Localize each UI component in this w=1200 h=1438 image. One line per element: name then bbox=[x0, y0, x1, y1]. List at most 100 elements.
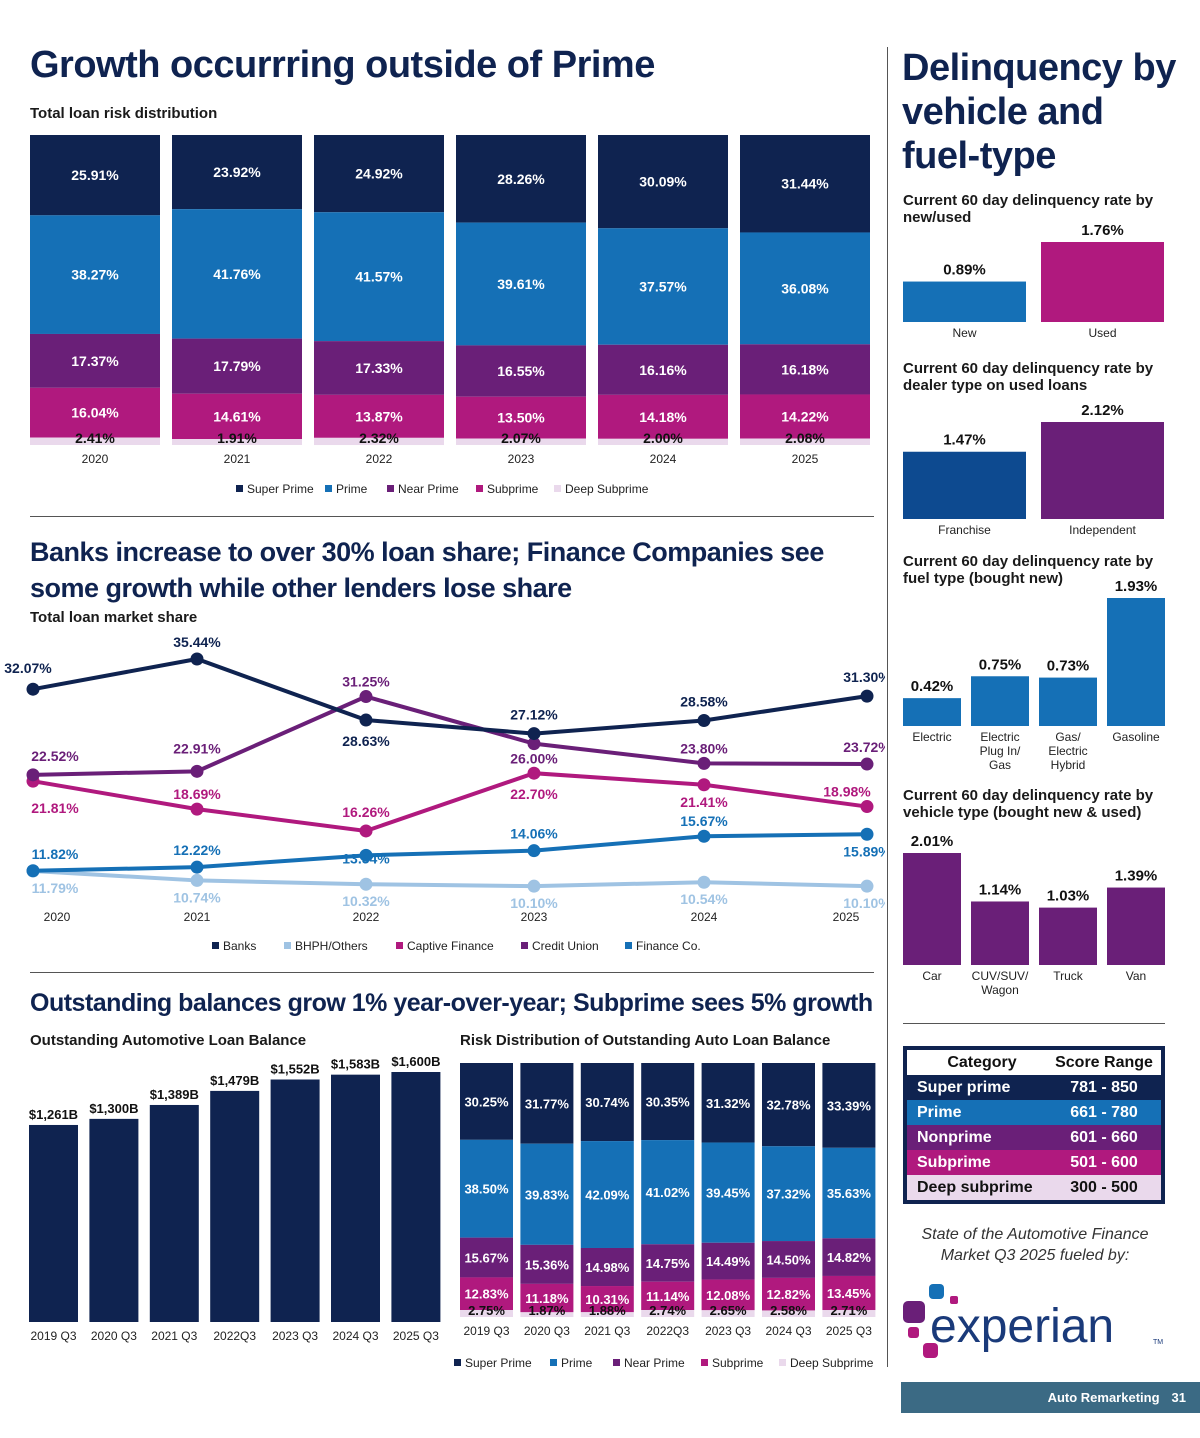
tagline-line1: State of the Automotive Finance bbox=[921, 1226, 1149, 1243]
bar-segment-near-prime bbox=[740, 344, 870, 395]
data-label: $1,479B bbox=[210, 1073, 259, 1088]
bar-segment-subprime bbox=[740, 394, 870, 439]
data-label: 23.72% bbox=[843, 739, 885, 755]
tagline-line2: Market Q3 2025 fueled by: bbox=[940, 1247, 1130, 1264]
table-row: Subprime 501 - 600 bbox=[907, 1150, 1161, 1175]
x-tick-label: 2021 Q3 bbox=[584, 1324, 630, 1338]
line-bhph-others bbox=[32, 869, 868, 889]
x-tick-label: 2022Q3 bbox=[646, 1324, 689, 1338]
bar-segment-super-prime bbox=[580, 1063, 634, 1142]
data-label: 12.83% bbox=[464, 1287, 509, 1302]
data-label: $1,600B bbox=[391, 1054, 440, 1069]
data-label: 17.79% bbox=[213, 358, 261, 374]
data-label: 10.74% bbox=[173, 889, 221, 905]
x-tick-label: Electric bbox=[1048, 744, 1087, 758]
logo-dot bbox=[903, 1301, 925, 1323]
data-label: 2.32% bbox=[359, 430, 399, 446]
c2-title-line2: dealer type on used loans bbox=[903, 377, 1088, 394]
outstanding-balance-chart: $1,261B 2019 Q3 $1,300B 2020 Q3 $1,389B 2021 … bbox=[29, 1054, 441, 1343]
bar-new bbox=[903, 281, 1026, 322]
legend-swatch-prime bbox=[325, 485, 332, 492]
data-label: $1,583B bbox=[331, 1057, 380, 1072]
bar-segment-subprime bbox=[172, 393, 302, 440]
data-label: 12.08% bbox=[706, 1288, 751, 1303]
bar-segment-deep-subprime bbox=[520, 1312, 574, 1318]
legend-label-bhph-others: BHPH/Others bbox=[295, 939, 368, 953]
bar-segment-deep-subprime bbox=[580, 1312, 634, 1317]
x-tick-label: CUV/SUV/ bbox=[972, 969, 1029, 983]
bar-segment-prime bbox=[460, 1139, 513, 1238]
data-label: 28.26% bbox=[497, 171, 545, 187]
x-tick-label: 2023 Q3 bbox=[705, 1324, 751, 1338]
legend-swatch-captive-finance bbox=[396, 942, 403, 949]
row-range: 781 - 850 bbox=[1070, 1078, 1138, 1096]
divider bbox=[30, 516, 874, 517]
data-label: 12.22% bbox=[173, 842, 221, 858]
x-tick-label: Car bbox=[922, 969, 941, 983]
point-banks bbox=[26, 682, 40, 696]
data-label: 2.12% bbox=[1081, 402, 1124, 419]
x-tick-label: 2021 bbox=[184, 910, 211, 924]
x-tick-label: Franchise bbox=[938, 523, 991, 537]
c1-title-line1: Current 60 day delinquency rate by bbox=[903, 192, 1154, 209]
legend-swatch-finance-co bbox=[625, 942, 632, 949]
legend-swatch-subprime bbox=[476, 485, 483, 492]
header-score-range: Score Range bbox=[1055, 1053, 1153, 1071]
data-label: 13.45% bbox=[827, 1286, 872, 1301]
bar-segment-near-prime bbox=[520, 1244, 574, 1284]
bar bbox=[270, 1079, 320, 1322]
bar-segment-near-prime bbox=[641, 1244, 695, 1282]
bar-segment-near-prime bbox=[30, 333, 160, 388]
data-label: 41.57% bbox=[355, 269, 403, 285]
data-label: 14.75% bbox=[646, 1256, 691, 1271]
line-finance-co bbox=[32, 832, 868, 873]
legend-swatch-super-prime bbox=[236, 485, 243, 492]
data-label: 14.98% bbox=[585, 1260, 630, 1275]
bar-franchise bbox=[903, 451, 1026, 519]
data-label: 31.25% bbox=[342, 674, 390, 690]
market-share-chart: 11.79% 10.74% 10.32% 10.10% 10.54% 10.10% 11.8… bbox=[4, 634, 885, 953]
bar-segment-near-prime bbox=[460, 1237, 513, 1278]
legend-label-prime: Prime bbox=[336, 482, 368, 496]
x-tick-label: Plug In/ bbox=[980, 744, 1021, 758]
data-label: 35.63% bbox=[827, 1186, 872, 1201]
x-tick-label: 2023 Q3 bbox=[272, 1329, 318, 1343]
x-tick-label: 2024 bbox=[650, 452, 677, 466]
point-bhph-others bbox=[190, 873, 204, 887]
data-label: 13.50% bbox=[497, 410, 545, 426]
point-finance-co bbox=[359, 848, 373, 862]
legend-swatch-deep-subprime bbox=[554, 485, 561, 492]
divider bbox=[30, 972, 874, 973]
bar-segment-subprime bbox=[314, 394, 444, 438]
legend-label-captive-finance: Captive Finance bbox=[407, 939, 494, 953]
data-label: 1.39% bbox=[1115, 868, 1158, 885]
point-credit-union bbox=[190, 764, 204, 778]
data-label: 13.87% bbox=[355, 408, 403, 424]
legend-swatch-credit-union bbox=[521, 942, 528, 949]
legend-swatch-near-prime bbox=[613, 1359, 620, 1366]
bar-segment-deep-subprime bbox=[740, 438, 870, 445]
legend-label-deep-subprime: Deep Subprime bbox=[790, 1356, 874, 1370]
point-banks bbox=[697, 713, 711, 727]
row-category: Super prime bbox=[917, 1078, 1011, 1096]
bar-segment-super-prime bbox=[598, 135, 728, 229]
data-label: 37.57% bbox=[639, 279, 687, 295]
bar-segment-subprime bbox=[520, 1283, 574, 1313]
data-label: 31.32% bbox=[706, 1096, 751, 1111]
bar-gasoline bbox=[1107, 598, 1165, 726]
bar bbox=[89, 1118, 139, 1322]
legend-label-subprime: Subprime bbox=[712, 1356, 764, 1370]
data-label: 14.82% bbox=[827, 1250, 872, 1265]
logo-dot bbox=[923, 1343, 938, 1358]
data-label: 14.50% bbox=[766, 1252, 811, 1267]
data-label: 2.07% bbox=[501, 430, 541, 446]
x-tick-label: 2022 bbox=[366, 452, 393, 466]
table-header: Category Score Range bbox=[907, 1050, 1161, 1075]
outstanding-risk-chart: 30.25% 38.50% 15.67% 12.83%2.75% 2019 Q3 31.7… bbox=[454, 1063, 876, 1370]
data-label: 14.49% bbox=[706, 1254, 751, 1269]
point-finance-co bbox=[697, 829, 711, 843]
bar bbox=[149, 1104, 199, 1322]
data-label: 15.89% bbox=[843, 843, 885, 859]
bar-electric-plug-in-gas bbox=[971, 676, 1029, 726]
x-tick-label: Independent bbox=[1069, 523, 1136, 537]
